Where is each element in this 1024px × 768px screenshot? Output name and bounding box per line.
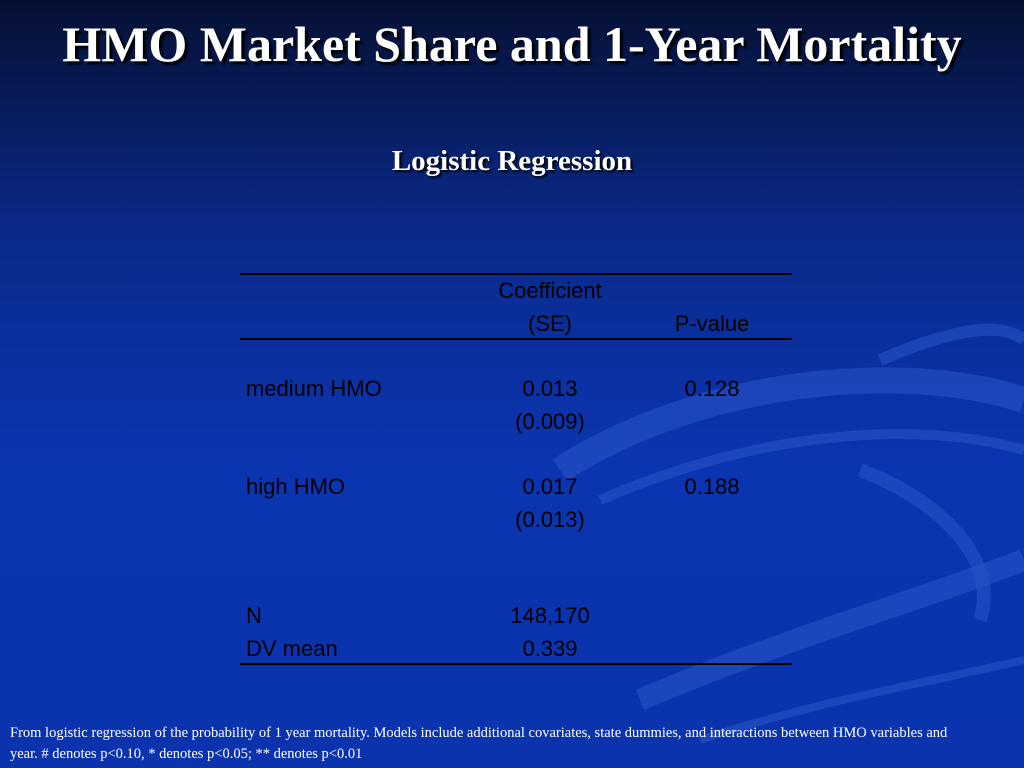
p-value: 0.128 <box>684 376 740 401</box>
standard-error: (0.009) <box>515 409 585 434</box>
stat-label: DV mean <box>246 636 338 661</box>
footnote: From logistic regression of the probabil… <box>10 725 948 762</box>
column-header: P-value <box>674 311 750 336</box>
table-rule <box>240 663 792 665</box>
stat-value: 0.339 <box>522 636 578 661</box>
stat-label: N <box>246 603 262 628</box>
table-rule <box>240 273 792 275</box>
column-header: (SE) <box>528 311 572 336</box>
slide-title: HMO Market Share and 1-Year Mortality <box>62 16 962 72</box>
table-rule <box>240 338 792 340</box>
column-header: Coefficient <box>498 278 602 303</box>
row-label: medium HMO <box>246 376 382 401</box>
stat-value: 148,170 <box>510 603 590 628</box>
standard-error: (0.013) <box>515 507 585 532</box>
coefficient: 0.017 <box>522 474 578 499</box>
p-value: 0.188 <box>684 474 740 499</box>
coefficient: 0.013 <box>522 376 578 401</box>
row-label: high HMO <box>246 474 346 499</box>
slide-subtitle: Logistic Regression <box>391 145 633 177</box>
